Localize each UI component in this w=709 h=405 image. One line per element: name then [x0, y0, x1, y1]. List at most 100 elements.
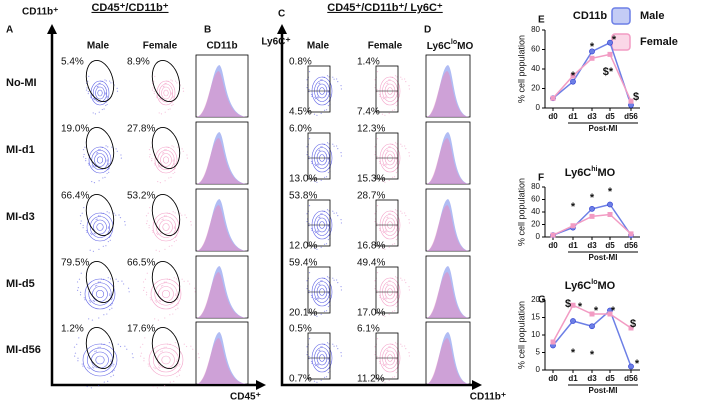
dot — [112, 374, 115, 376]
dot — [376, 225, 378, 227]
dot — [378, 360, 381, 363]
dot — [404, 145, 406, 147]
dot — [170, 79, 172, 81]
dot — [337, 81, 339, 83]
dot — [323, 343, 325, 345]
dot — [313, 247, 316, 249]
dot — [87, 366, 89, 368]
marker — [589, 323, 595, 330]
dot — [396, 277, 398, 279]
dot — [388, 179, 390, 181]
dot — [124, 345, 126, 347]
annotation: * — [590, 41, 595, 53]
percent-label: 6.1% — [357, 324, 380, 335]
dot — [383, 164, 385, 167]
dot — [333, 78, 335, 80]
dot — [382, 163, 384, 165]
dot — [110, 235, 112, 237]
marker — [628, 325, 634, 331]
dot — [157, 233, 159, 236]
dot — [131, 353, 133, 355]
dot — [98, 149, 100, 151]
dot — [308, 155, 310, 158]
dot — [93, 98, 95, 101]
contour — [96, 223, 104, 231]
annotation: * — [571, 70, 576, 82]
dot — [173, 380, 175, 382]
contour — [95, 355, 105, 365]
column-label: Female — [368, 41, 403, 52]
dot — [166, 212, 168, 214]
dot — [100, 278, 103, 280]
dot — [174, 171, 176, 173]
dot — [177, 307, 179, 309]
dot — [160, 233, 162, 235]
dot — [185, 217, 188, 219]
dot — [408, 88, 411, 90]
dot — [178, 374, 181, 376]
dot — [316, 315, 318, 317]
dot — [325, 243, 328, 245]
contour — [157, 351, 175, 369]
contour — [82, 343, 118, 377]
dot — [100, 80, 102, 82]
dot — [121, 280, 123, 282]
dot — [106, 159, 108, 161]
dot — [176, 359, 178, 361]
dot — [143, 357, 145, 359]
dot — [176, 304, 178, 306]
dot — [118, 214, 120, 216]
dot — [383, 231, 385, 234]
dot — [323, 109, 326, 111]
percent-label: 17.6% — [127, 324, 155, 335]
dot — [148, 365, 150, 367]
dot — [172, 211, 174, 213]
column-label: Male — [307, 41, 330, 52]
dot — [106, 211, 108, 213]
dot — [181, 214, 183, 216]
dot — [310, 227, 313, 230]
dot — [408, 155, 411, 157]
dot — [119, 217, 122, 219]
dot — [388, 313, 390, 315]
dot — [111, 371, 113, 373]
dot — [315, 364, 317, 367]
dot — [404, 279, 406, 281]
dot — [99, 281, 101, 283]
dot — [396, 76, 398, 78]
header-right: CD45⁺/CD11b⁺/ Ly6C⁺ — [327, 2, 443, 14]
dot — [144, 278, 147, 280]
contour — [157, 149, 175, 171]
dot — [395, 292, 398, 294]
dot — [325, 376, 328, 378]
dot — [308, 289, 310, 292]
dot — [400, 210, 402, 212]
chart-title-part: MO — [598, 280, 616, 292]
dot — [379, 95, 381, 97]
dot — [139, 346, 142, 348]
dot — [376, 155, 378, 158]
percent-label: 4.5% — [289, 107, 312, 118]
dot — [316, 181, 318, 183]
dot — [190, 345, 192, 347]
dot — [156, 387, 158, 389]
dot — [401, 145, 403, 147]
dot — [155, 301, 158, 303]
dot — [89, 95, 92, 97]
dot — [340, 355, 343, 357]
dot — [103, 108, 105, 110]
dot — [171, 80, 173, 82]
dot — [111, 303, 114, 305]
dot — [190, 224, 192, 226]
dot — [109, 239, 111, 241]
dot — [332, 277, 334, 279]
x-tick-label: d56 — [624, 112, 638, 121]
dot — [169, 314, 171, 316]
dot — [167, 343, 169, 345]
dot — [384, 181, 386, 183]
dot — [160, 285, 163, 287]
dot — [91, 233, 93, 236]
dot — [94, 350, 96, 353]
dot — [389, 346, 391, 348]
dot — [90, 387, 92, 389]
